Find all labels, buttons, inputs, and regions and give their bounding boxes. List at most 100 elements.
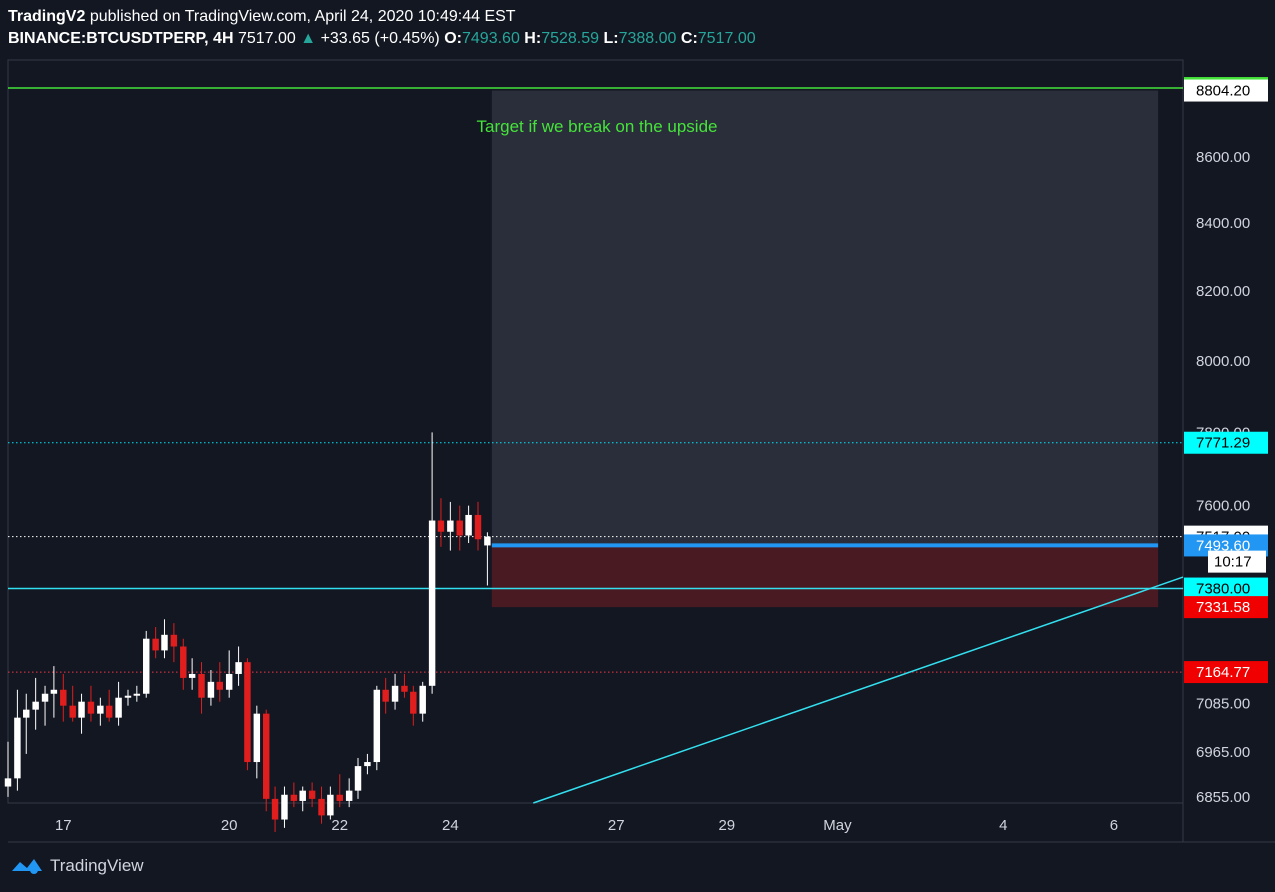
price-label-box[interactable] <box>1184 431 1268 454</box>
trendline[interactable] <box>533 576 1184 804</box>
ascending-trendline[interactable] <box>533 576 1184 804</box>
candle-body <box>271 798 279 820</box>
price-label-box[interactable] <box>1184 596 1268 619</box>
candle-body <box>60 689 67 706</box>
horizontal-lines[interactable] <box>8 87 1183 673</box>
symbol-name[interactable]: BINANCE:BTCUSDTPERP, 4H <box>8 30 234 47</box>
candle-body <box>354 766 362 791</box>
candle-body <box>143 638 150 694</box>
long-position-tool[interactable] <box>491 90 1159 608</box>
high-value: 7528.59 <box>541 30 600 47</box>
candle-body <box>364 762 371 767</box>
price-label-box[interactable] <box>1184 79 1268 102</box>
candle-body <box>299 790 306 801</box>
candle-body <box>456 520 463 536</box>
candle-body <box>447 520 454 532</box>
time-tick: 6 <box>1110 817 1118 834</box>
close-label: C: <box>680 30 698 47</box>
low-label: L: <box>603 30 619 47</box>
candle-body <box>308 790 316 799</box>
tradingview-logo-icon <box>12 859 42 874</box>
price-tick: 8000.00 <box>1196 353 1250 370</box>
price-tick: 7600.00 <box>1196 498 1250 515</box>
open-value: 7493.60 <box>462 30 520 47</box>
price-label: 7331.58 <box>1196 599 1250 616</box>
time-tick: 17 <box>55 817 72 834</box>
price-tick: 6965.00 <box>1196 744 1250 761</box>
candle-body <box>391 685 399 702</box>
price-tick: 8400.00 <box>1196 215 1250 232</box>
candle-body <box>78 701 85 718</box>
profit-zone[interactable] <box>491 90 1159 546</box>
candle-body <box>198 673 205 698</box>
publish-line: TradingV2 published on TradingView.com, … <box>8 6 1268 28</box>
candle-body <box>474 514 482 540</box>
candle-body <box>235 662 242 674</box>
candle-body <box>262 713 270 799</box>
publish-info: published on TradingView.com, April 24, … <box>89 8 516 25</box>
time-tick: 22 <box>331 817 348 834</box>
candle-body <box>437 520 445 532</box>
candle-body <box>50 689 58 694</box>
time-tick: 20 <box>221 817 238 834</box>
candle-body <box>327 794 334 816</box>
time-axis[interactable]: 17 20 22 24 27 29 May 4 6 <box>55 817 1118 834</box>
candle-body <box>290 794 298 801</box>
candle-body <box>419 685 426 714</box>
price-axis[interactable]: 8600.008400.008200.008000.007800.007600.… <box>1184 77 1268 806</box>
candle-body <box>188 673 196 678</box>
time-tick: May <box>823 817 852 834</box>
candle-body <box>244 662 251 763</box>
time-tick: 24 <box>442 817 459 834</box>
candle-body <box>105 705 113 718</box>
up-triangle-icon: ▲ <box>300 30 317 47</box>
candle-body <box>281 794 288 820</box>
close-value: 7517.00 <box>697 30 756 47</box>
candle-body <box>484 536 491 546</box>
price-tick: 7085.00 <box>1196 696 1250 713</box>
candle-body <box>253 713 261 763</box>
tradingview-footer: TradingView <box>10 855 144 877</box>
time-tick: 4 <box>999 817 1007 834</box>
candle-body <box>152 638 159 651</box>
time-tick: 29 <box>718 817 735 834</box>
price-label-box[interactable] <box>1184 661 1268 684</box>
price-label: 7380.00 <box>1196 581 1250 598</box>
price-label: 7164.77 <box>1196 664 1250 681</box>
countdown-box <box>1208 550 1266 573</box>
candle-body <box>133 693 141 696</box>
candle-body <box>410 691 417 714</box>
price-tick: 8200.00 <box>1196 283 1250 300</box>
time-tick: 27 <box>608 817 625 834</box>
target-annotation[interactable]: Target if we break on the upside <box>477 117 718 136</box>
candle-body <box>170 634 178 647</box>
candle-body <box>318 798 325 816</box>
candle-body <box>14 717 21 779</box>
candle-body <box>23 709 30 718</box>
candle-body <box>207 681 215 698</box>
author-name[interactable]: TradingV2 <box>8 8 86 25</box>
price-label-box[interactable] <box>1184 577 1268 600</box>
candle-body <box>115 697 122 718</box>
candle-body <box>373 689 381 763</box>
open-label: O: <box>444 30 462 47</box>
candle-body <box>69 705 76 718</box>
stop-zone[interactable] <box>491 545 1159 608</box>
price-label: 7771.29 <box>1196 435 1250 452</box>
chart-header: TradingV2 published on TradingView.com, … <box>8 6 1268 50</box>
price-label: 8804.20 <box>1196 83 1250 100</box>
candle-body <box>216 681 224 690</box>
bar-countdown: 10:17 <box>1214 554 1252 571</box>
symbol-line: BINANCE:BTCUSDTPERP, 4H 7517.00 ▲ +33.65… <box>8 28 1268 50</box>
tradingview-brand: TradingView <box>50 856 144 875</box>
candle-body <box>87 701 95 714</box>
candle-body <box>382 689 389 702</box>
low-value: 7388.00 <box>618 30 677 47</box>
price-tick: 6855.00 <box>1196 789 1250 806</box>
candle-body <box>32 701 39 710</box>
price-change: +33.65 (+0.45%) <box>320 30 440 47</box>
candlestick-series <box>4 432 491 833</box>
candle-body <box>336 794 343 801</box>
last-price: 7517.00 <box>237 30 296 47</box>
